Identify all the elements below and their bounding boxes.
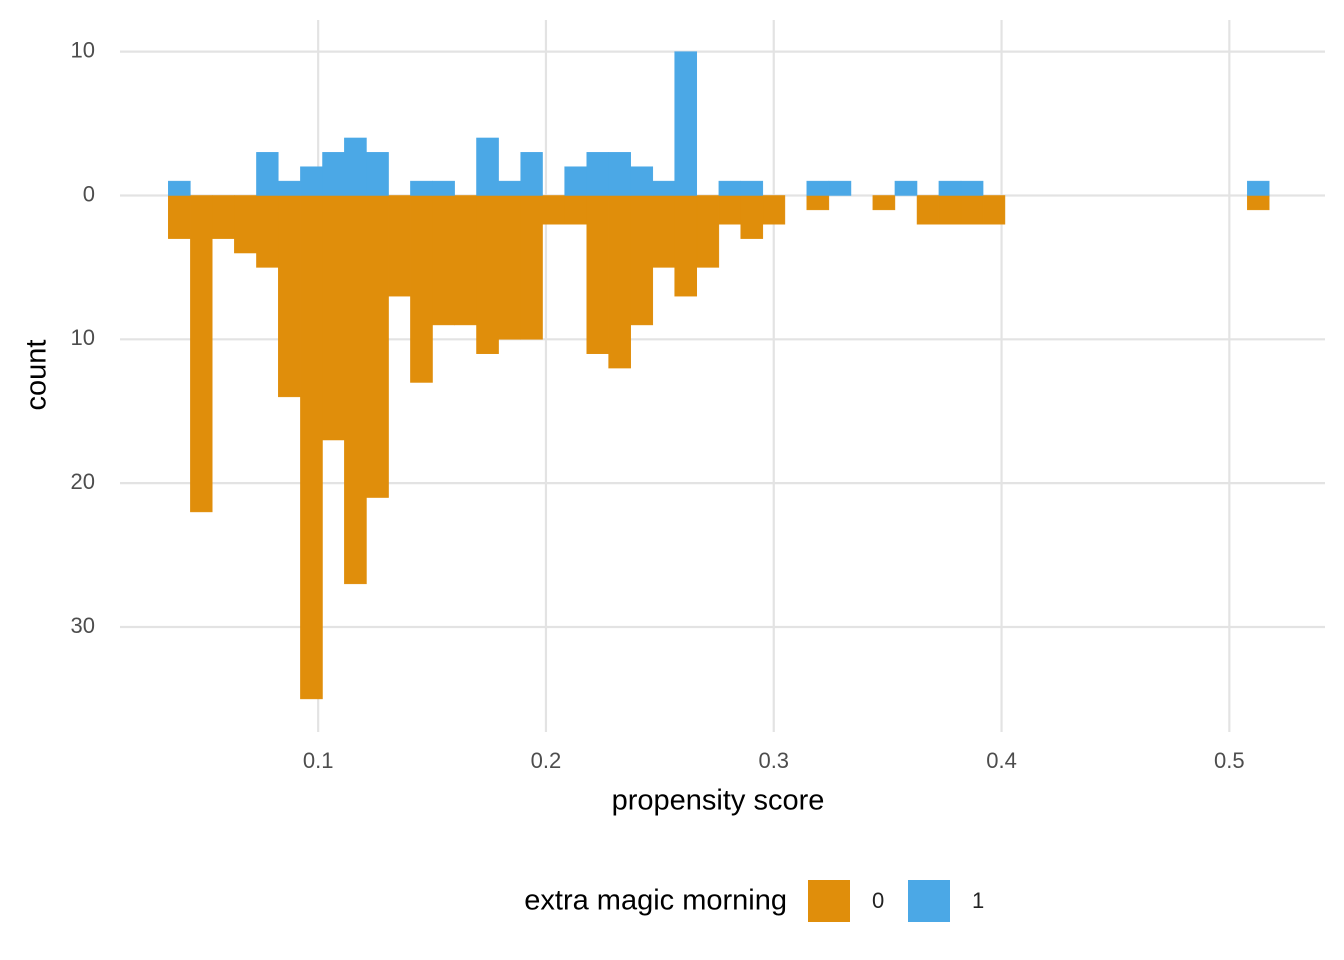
bar bbox=[960, 180, 984, 196]
legend-label: 1 bbox=[972, 888, 984, 913]
y-tick-label: 30 bbox=[71, 613, 95, 638]
bar bbox=[300, 195, 323, 700]
bar bbox=[718, 195, 741, 225]
x-tick-label: 0.2 bbox=[531, 748, 562, 773]
x-tick-label: 0.3 bbox=[758, 748, 789, 773]
bar bbox=[476, 137, 499, 196]
bar bbox=[542, 195, 565, 225]
y-tick-label: 0 bbox=[83, 181, 95, 206]
bar bbox=[652, 195, 675, 268]
bar bbox=[256, 152, 279, 196]
bar bbox=[674, 195, 698, 297]
bar bbox=[1247, 180, 1270, 196]
y-tick-label: 20 bbox=[71, 469, 95, 494]
x-axis-title: propensity score bbox=[612, 785, 825, 817]
bar bbox=[608, 152, 631, 196]
bar bbox=[256, 195, 279, 268]
bar bbox=[916, 195, 940, 225]
legend-label: 0 bbox=[872, 888, 884, 913]
bar bbox=[696, 195, 720, 268]
bar bbox=[344, 195, 367, 585]
bar bbox=[630, 166, 654, 196]
y-tick-label: 10 bbox=[71, 325, 95, 350]
bar bbox=[938, 195, 962, 225]
bar bbox=[410, 180, 433, 196]
bar bbox=[740, 195, 764, 239]
legend-title: extra magic morning bbox=[524, 885, 787, 917]
bar bbox=[366, 195, 389, 498]
y-tick-label: 10 bbox=[71, 37, 95, 62]
bar bbox=[212, 195, 235, 239]
bar bbox=[410, 195, 433, 383]
legend-swatch bbox=[808, 880, 850, 922]
bar bbox=[432, 195, 455, 326]
x-tick-label: 0.5 bbox=[1214, 748, 1245, 773]
bar bbox=[520, 152, 543, 196]
bar bbox=[454, 195, 477, 326]
bar bbox=[586, 152, 609, 196]
bar bbox=[718, 180, 741, 196]
bar bbox=[476, 195, 499, 354]
bar bbox=[740, 180, 764, 196]
bar bbox=[520, 195, 543, 340]
bar bbox=[190, 195, 213, 513]
bar bbox=[828, 180, 852, 196]
bar bbox=[322, 195, 345, 441]
bar bbox=[894, 180, 918, 196]
bar bbox=[234, 195, 257, 254]
x-tick-label: 0.4 bbox=[986, 748, 1017, 773]
bar bbox=[564, 166, 587, 196]
bar bbox=[872, 195, 896, 211]
bar bbox=[806, 195, 830, 211]
bar bbox=[630, 195, 654, 326]
bar bbox=[674, 51, 698, 196]
bar bbox=[806, 180, 830, 196]
bar bbox=[982, 195, 1006, 225]
bar bbox=[608, 195, 631, 369]
y-axis-title: count bbox=[21, 340, 53, 411]
bar bbox=[938, 180, 962, 196]
bar bbox=[322, 152, 345, 196]
bar bbox=[168, 180, 191, 196]
bar bbox=[498, 195, 521, 340]
bar bbox=[168, 195, 191, 239]
bar bbox=[278, 195, 301, 398]
bar bbox=[586, 195, 609, 354]
bar bbox=[1247, 195, 1270, 211]
bar bbox=[432, 180, 455, 196]
bar bbox=[960, 195, 984, 225]
bar bbox=[278, 180, 301, 196]
bar bbox=[498, 180, 521, 196]
bar bbox=[388, 195, 411, 297]
bar bbox=[564, 195, 587, 225]
x-tick-label: 0.1 bbox=[303, 748, 334, 773]
bar bbox=[344, 137, 367, 196]
bar bbox=[652, 180, 675, 196]
bar bbox=[762, 195, 786, 225]
bar bbox=[366, 152, 389, 196]
legend-swatch bbox=[908, 880, 950, 922]
bar bbox=[300, 166, 323, 196]
